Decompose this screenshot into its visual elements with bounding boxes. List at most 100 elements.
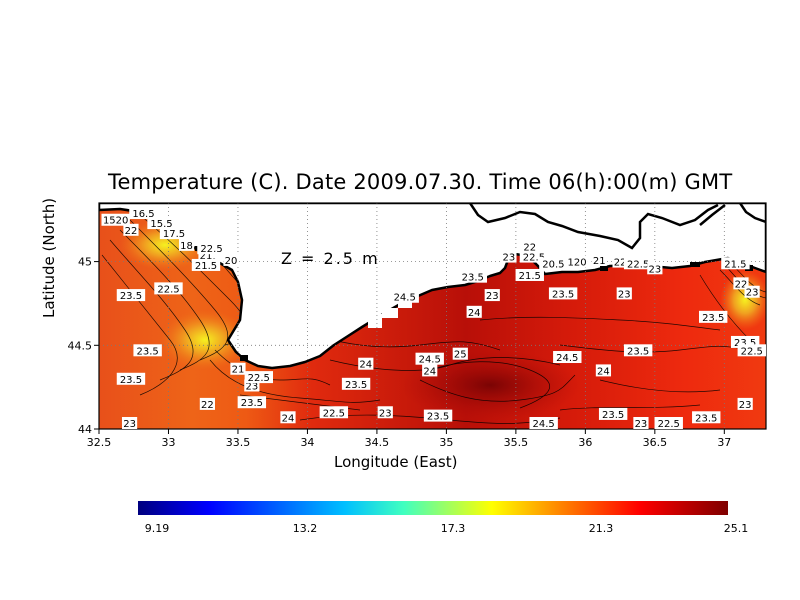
y-tick-label: 44 (78, 423, 92, 436)
contour-label: 23.5 (548, 287, 578, 300)
contour-label-text: 23.5 (120, 375, 142, 386)
contour-label-text: 25 (454, 350, 467, 361)
x-tick-label: 36.5 (643, 436, 668, 449)
contour-label-text: 23 (746, 288, 759, 299)
contour-label-text: 24.5 (419, 355, 441, 366)
x-tick-label: 37 (717, 436, 731, 449)
contour-label: 23.5 (598, 407, 628, 421)
y-tick-label: 44.5 (68, 339, 93, 352)
bay-coast-line (738, 203, 766, 224)
contour-label: 23 (744, 285, 760, 299)
contour-label-text: 22.5 (658, 419, 680, 430)
contour-label-box (415, 352, 444, 365)
contour-label-box (612, 255, 628, 268)
contour-label-text: 1520 (103, 216, 128, 227)
contour-label-text: 23 (739, 400, 752, 411)
contour-label: 23.5 (623, 344, 653, 357)
depth-label: Z = 2.5 m (281, 249, 380, 268)
contour-label-box (280, 411, 296, 424)
contour-label: 23 (737, 397, 753, 411)
contour-label-text: 24 (423, 366, 436, 377)
contour-label-box (744, 285, 760, 298)
contour-label-text: 23.5 (462, 273, 484, 284)
x-tick-label: 32.5 (87, 436, 112, 449)
contour-label: 23 (484, 289, 500, 302)
contour-label: 23 (647, 262, 663, 275)
contour-label-box (223, 253, 239, 266)
contour-label: 23 (121, 417, 138, 430)
contour-label: 23 (377, 406, 393, 419)
contour-label-box (633, 417, 649, 429)
contour-label-text: 23 (123, 419, 136, 430)
contour-label-box (147, 217, 176, 230)
colorbar-tick: 21.3 (588, 522, 614, 535)
x-tick-label: 34.5 (365, 436, 390, 449)
colorbar-tick: 9.19 (144, 522, 170, 535)
contour-label-text: 22.5 (741, 346, 763, 357)
x-axis-label: Longitude (East) (334, 453, 458, 471)
contour-label-text: 22.5 (523, 253, 545, 264)
x-tick-label: 33.5 (226, 436, 251, 449)
contour-label: 23 (616, 287, 632, 300)
contour-label-box (595, 364, 612, 377)
contour-label-text: 20 (225, 256, 238, 267)
contour-label-box (423, 409, 453, 422)
x-tick-label: 33 (161, 436, 175, 449)
contour-label: 22.5 (244, 371, 274, 384)
contour-label-text: 24 (282, 413, 295, 424)
contour-label-box (501, 250, 517, 263)
contour-label: 21.5 (191, 258, 221, 272)
contour-label-box (116, 372, 146, 385)
contour-label: 120 (566, 255, 588, 269)
contour-label: 22 (199, 397, 215, 411)
contour-label-text: 22.5 (157, 284, 179, 295)
contour-label-box (692, 411, 721, 424)
contour-label-text: 23.5 (552, 289, 574, 300)
contour-label-text: 21 (232, 365, 245, 376)
contour-label-box (377, 406, 393, 419)
contour-label-box (539, 257, 568, 270)
contour-label: 21.5 (515, 268, 544, 282)
contour-label-box (244, 371, 274, 384)
contour-label: 24.5 (529, 417, 558, 430)
contour-label: 23.5 (116, 289, 146, 302)
contour-label: 24 (358, 357, 374, 371)
contour-label: 24.5 (415, 352, 444, 366)
contour-label-text: 23.5 (695, 413, 717, 424)
contour-label-box (197, 242, 226, 255)
contour-label-box (623, 344, 653, 357)
contour-label-text: 23 (503, 253, 516, 264)
contour-label-box (698, 310, 728, 323)
contour-label-box (123, 223, 139, 236)
contour-label-text: 24 (359, 360, 372, 371)
contour-label-text: 15.5 (150, 219, 172, 230)
x-tick-label: 36 (578, 436, 592, 449)
x-tick-label: 34 (300, 436, 314, 449)
contour-label: 24 (595, 364, 612, 377)
contour-label-text: 23.5 (734, 338, 756, 349)
contour-label-text: 22 (735, 279, 748, 290)
contour-label: 24.5 (553, 351, 582, 364)
warm-core (400, 350, 580, 420)
contour-label-box (159, 227, 189, 240)
contour-label-box (101, 213, 130, 226)
contour-label-box (199, 397, 215, 410)
contour-label: 24 (466, 305, 482, 319)
contour-label-text: 23.5 (702, 313, 724, 324)
contour-label-text: 23 (635, 419, 648, 430)
contour-label-text: 22.5 (248, 373, 270, 384)
contour-label: 22 (522, 240, 538, 254)
contour-label: 18 (178, 238, 195, 252)
contour-label-box (647, 262, 663, 275)
contour-label-box (616, 287, 632, 300)
contour-label: 22 (612, 255, 628, 269)
azov-coast-line (468, 203, 719, 250)
contour-label-text: 23.5 (345, 380, 367, 391)
contour-label: 22 (123, 223, 139, 237)
contour-label-text: 23 (486, 291, 499, 302)
contour-labels: 16.515.515202217.51819.5212021.522.523.5… (101, 207, 766, 430)
chart-title: Temperature (C). Date 2009.07.30. Time 0… (108, 170, 733, 194)
contour-label-text: 24 (468, 308, 481, 319)
contour-label: 22.5 (197, 242, 226, 255)
contour-label: 21 (591, 253, 607, 267)
